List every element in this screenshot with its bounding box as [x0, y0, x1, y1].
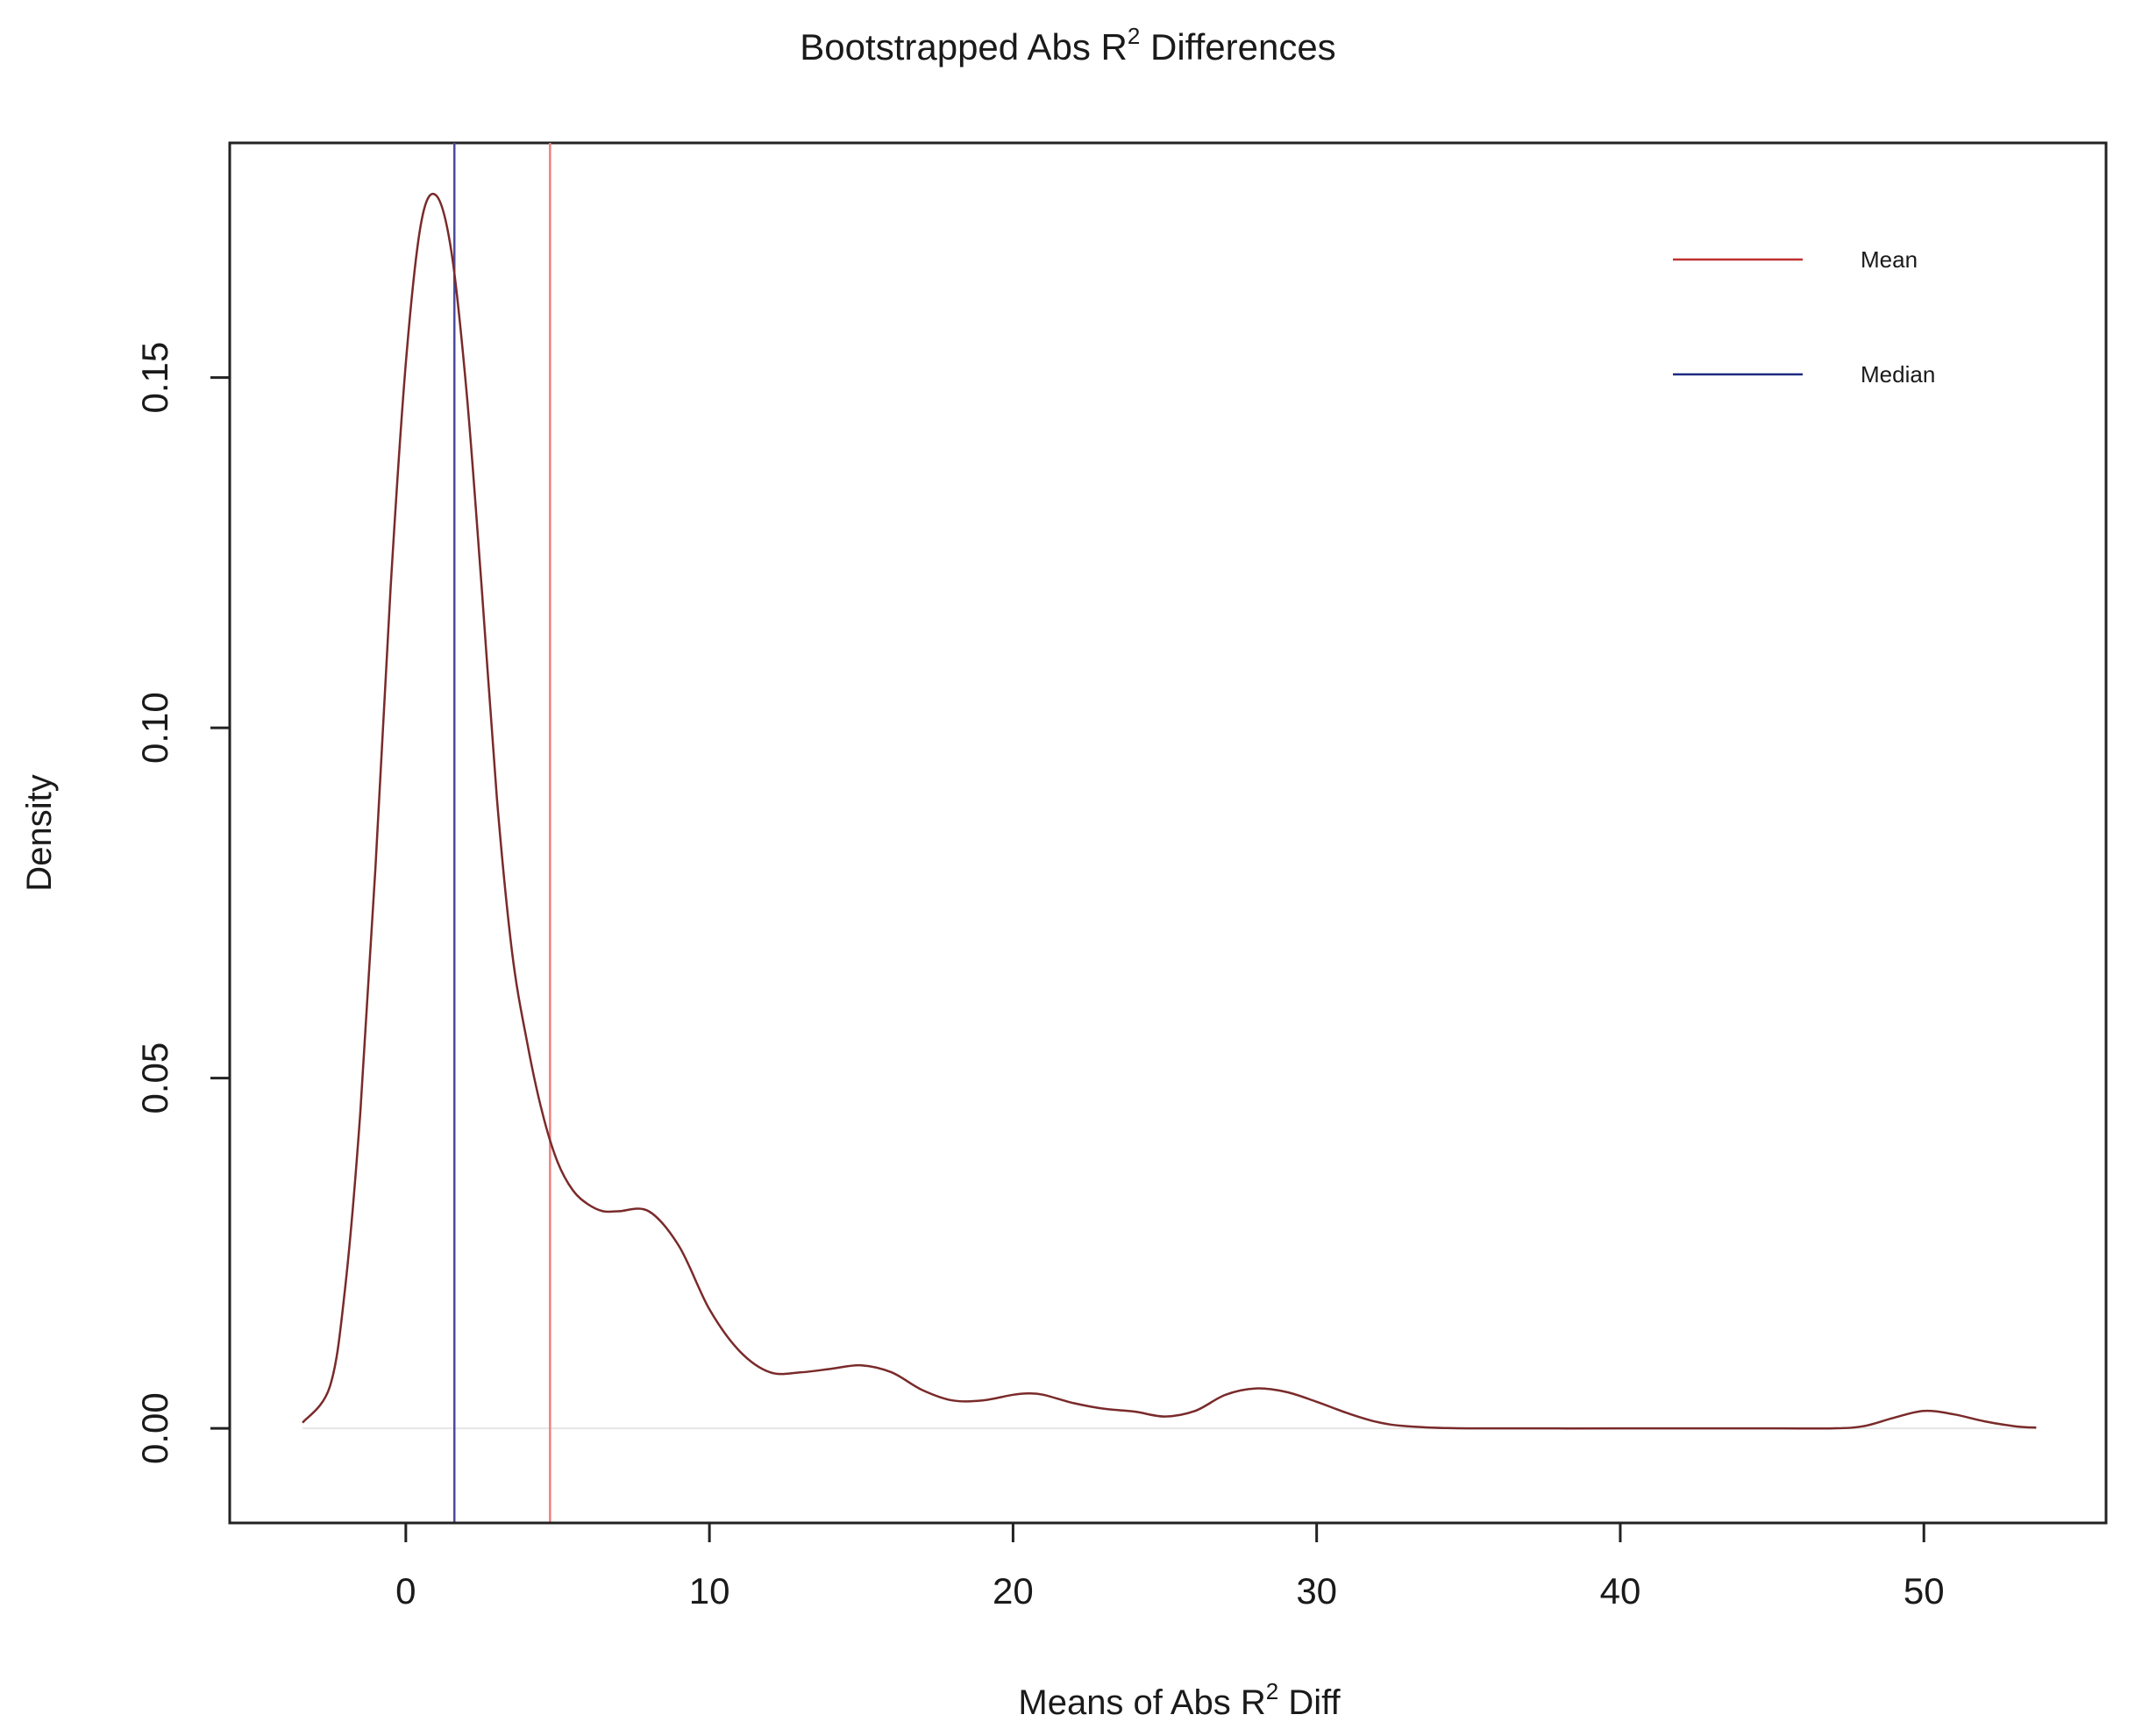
- x-axis-label-superscript: 2: [1266, 1678, 1278, 1704]
- y-tick-label: 0.15: [134, 342, 175, 414]
- x-axis-label-suffix: Diff: [1278, 1683, 1341, 1722]
- legend-label-mean: Mean: [1861, 246, 1918, 273]
- chart-title-suffix: Differences: [1140, 26, 1335, 68]
- x-tick-label: 0: [395, 1570, 416, 1611]
- x-tick-label: 40: [1600, 1570, 1641, 1611]
- y-axis-label: Density: [20, 774, 59, 891]
- x-axis: 0 10 20 30 40 50: [395, 1521, 1945, 1611]
- x-tick-label: 50: [1904, 1570, 1945, 1611]
- x-axis-label-text: Means of Abs R: [1018, 1683, 1265, 1722]
- x-tick-label: 20: [993, 1570, 1034, 1611]
- y-tick-label: 0.05: [134, 1042, 175, 1114]
- legend-label-median: Median: [1861, 361, 1935, 388]
- x-tick-label: 30: [1296, 1570, 1337, 1611]
- y-tick-label: 0.10: [134, 692, 175, 764]
- chart-title: Bootstrapped Abs R2 Differences: [800, 23, 1335, 68]
- chart-title-superscript: 2: [1128, 23, 1140, 49]
- y-axis: 0.00 0.05 0.10 0.15: [134, 342, 231, 1464]
- density-curve-0: [302, 192, 2037, 1430]
- x-axis-label: Means of Abs R2 Diff: [1018, 1678, 1341, 1722]
- x-tick-label: 10: [689, 1570, 730, 1611]
- series-layer: [302, 192, 2037, 1430]
- chart-title-text: Bootstrapped Abs R: [800, 26, 1128, 68]
- y-tick-label: 0.00: [134, 1392, 175, 1464]
- reference-lines: [302, 143, 2037, 1523]
- plot-frame: [228, 141, 2108, 1525]
- legend: Mean Median: [1673, 246, 1935, 388]
